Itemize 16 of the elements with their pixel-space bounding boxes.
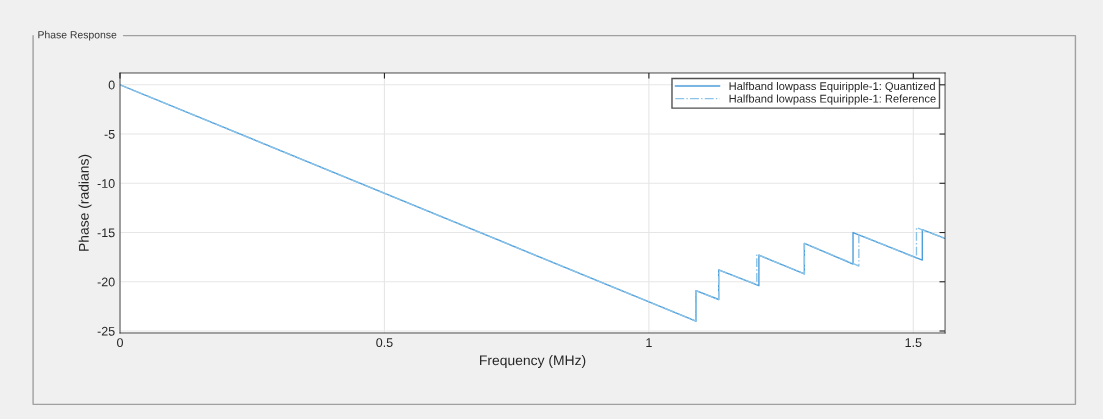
legend-label: Halfband lowpass Equiripple-1: Quantized xyxy=(729,81,935,93)
y-tick-label: -10 xyxy=(97,179,115,188)
y-axis-title: Phase (radians) xyxy=(78,154,92,251)
y-tick-label: 0 xyxy=(108,80,115,90)
y-tick-label: -20 xyxy=(97,277,115,287)
legend-label: Halfband lowpass Equiripple-1: Reference xyxy=(729,94,936,105)
chart-title: Phase Response xyxy=(38,30,117,41)
x-tick-label: 1 xyxy=(646,338,652,347)
x-tick-label: 0 xyxy=(117,338,123,348)
y-tick-label: -25 xyxy=(97,326,115,336)
y-tick-label: -5 xyxy=(104,129,115,139)
x-tick-label: 1.5 xyxy=(905,338,922,348)
x-axis-title: Frequency (MHz) xyxy=(480,355,586,368)
line-series xyxy=(120,84,946,322)
x-tick-label: 0.5 xyxy=(376,338,393,348)
y-tick-label: -15 xyxy=(97,228,115,238)
